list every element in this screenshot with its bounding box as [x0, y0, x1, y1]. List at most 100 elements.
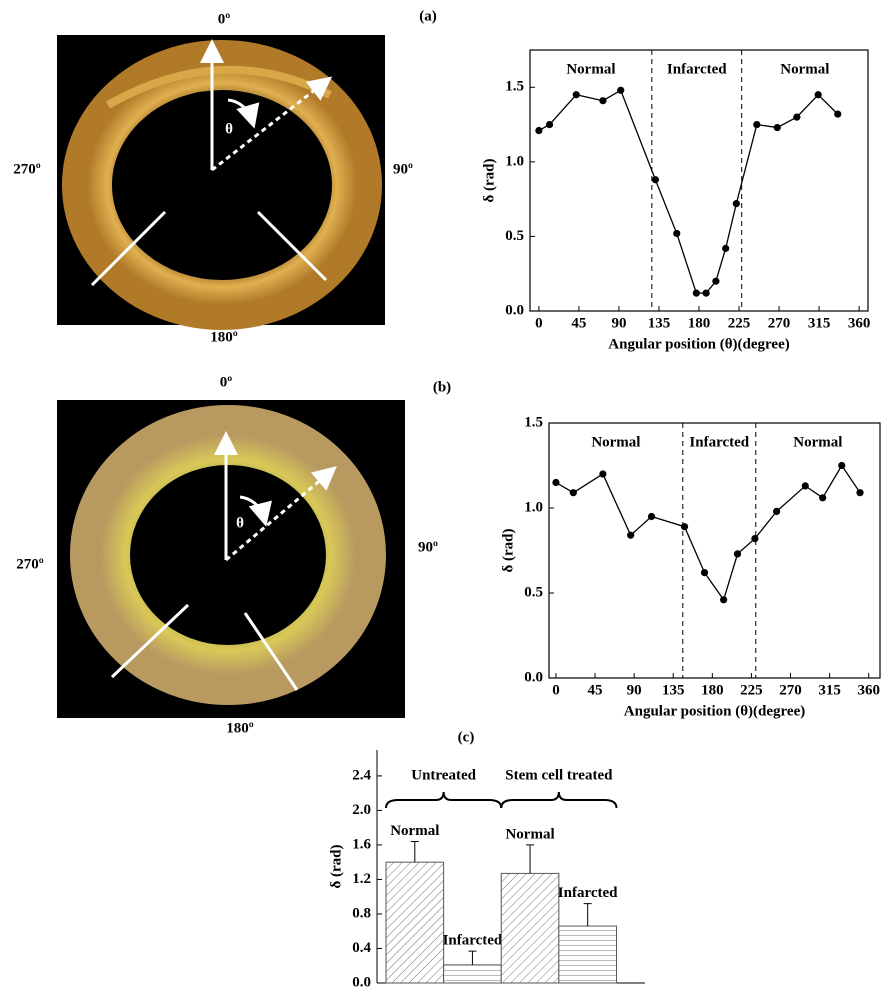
data-point — [773, 508, 780, 515]
photo-b — [57, 400, 405, 718]
y-tick-label: 0.0 — [524, 669, 543, 685]
angle-label: 180º — [226, 720, 254, 736]
data-point — [712, 278, 719, 285]
plot-frame — [549, 423, 880, 678]
x-tick-label: 135 — [662, 682, 685, 698]
photo-a — [57, 35, 385, 325]
x-tick-label: 225 — [740, 682, 763, 698]
x-tick-label: 270 — [768, 315, 791, 331]
x-tick-label: 180 — [701, 682, 724, 698]
y-axis-label: δ (rad) — [481, 158, 497, 202]
data-point — [819, 494, 826, 501]
data-point — [856, 489, 863, 496]
data-point — [673, 230, 680, 237]
y-tick-label: 0.0 — [505, 302, 524, 318]
data-point — [753, 121, 760, 128]
series-line — [556, 466, 860, 600]
y-tick-label: 1.2 — [352, 871, 371, 887]
data-point — [733, 200, 740, 207]
y-tick-label: 0.8 — [352, 905, 371, 921]
y-tick-label: 0.4 — [352, 940, 371, 956]
region-label: Infarcted — [667, 61, 727, 77]
y-tick-label: 1.5 — [505, 79, 524, 95]
bar-label: Infarcted — [443, 933, 503, 949]
panel-label: (c) — [458, 729, 475, 745]
data-point — [617, 87, 624, 94]
angle-label: 90º — [418, 539, 438, 555]
bar-label: Normal — [390, 823, 439, 839]
angle-label: 270º — [13, 161, 41, 177]
y-axis-label: δ (rad) — [328, 844, 344, 888]
x-tick-label: 45 — [571, 315, 586, 331]
region-label: Normal — [566, 61, 615, 77]
x-tick-label: 270 — [779, 682, 802, 698]
y-tick-label: 0.0 — [352, 974, 371, 988]
angle-label: 0º — [220, 374, 233, 390]
bar-label: Infarcted — [558, 885, 618, 901]
x-tick-label: 0 — [552, 682, 560, 698]
data-point — [552, 479, 559, 486]
y-axis-label: δ (rad) — [500, 528, 516, 572]
data-point — [774, 124, 781, 131]
data-point — [573, 91, 580, 98]
region-label: Normal — [591, 434, 640, 450]
angle-label: 270º — [16, 556, 44, 572]
data-point — [703, 290, 710, 297]
y-tick-label: 1.5 — [524, 414, 543, 430]
group-brace — [386, 792, 501, 808]
data-point — [720, 596, 727, 603]
data-point — [648, 513, 655, 520]
x-tick-label: 180 — [688, 315, 711, 331]
angle-label: 180º — [210, 329, 238, 345]
panel-label: (b) — [433, 379, 451, 395]
data-point — [627, 532, 634, 539]
group-label: Untreated — [411, 767, 476, 783]
bar — [444, 965, 502, 983]
region-label: Infarcted — [689, 434, 749, 450]
x-tick-label: 90 — [627, 682, 642, 698]
data-point — [802, 482, 809, 489]
angle-label: 0º — [218, 11, 231, 27]
series-line — [539, 90, 838, 293]
data-point — [599, 470, 606, 477]
y-tick-label: 1.0 — [505, 153, 524, 169]
data-point — [793, 114, 800, 121]
error-bar — [526, 845, 534, 873]
data-point — [815, 91, 822, 98]
data-point — [693, 290, 700, 297]
data-point — [722, 245, 729, 252]
data-point — [734, 550, 741, 557]
data-point — [701, 569, 708, 576]
data-point — [546, 121, 553, 128]
x-tick-label: 0 — [535, 315, 543, 331]
data-point — [834, 111, 841, 118]
angle-label: 90º — [393, 161, 413, 177]
group-label: Stem cell treated — [505, 767, 613, 783]
bar — [559, 926, 617, 983]
bar-label: Normal — [505, 826, 554, 842]
data-point — [751, 535, 758, 542]
data-point — [570, 489, 577, 496]
bar — [501, 873, 559, 983]
x-tick-label: 315 — [808, 315, 831, 331]
angle-symbol: θ — [225, 121, 233, 137]
error-bar — [584, 904, 592, 926]
x-tick-label: 225 — [728, 315, 751, 331]
region-label: Normal — [780, 61, 829, 77]
group-brace — [501, 792, 616, 808]
x-axis-label: Angular position (θ)(degree) — [608, 336, 789, 352]
error-bar — [468, 951, 476, 965]
x-tick-label: 315 — [818, 682, 841, 698]
y-tick-label: 2.0 — [352, 802, 371, 818]
error-bar — [411, 841, 419, 862]
x-tick-label: 360 — [857, 682, 880, 698]
y-tick-label: 0.5 — [505, 228, 524, 244]
figure: θ 0º 90º 180º 270º θ 0º 90º 180º 270º (a… — [0, 0, 888, 988]
data-point — [599, 97, 606, 104]
plot-frame — [530, 50, 868, 311]
region-label: Normal — [793, 434, 842, 450]
x-tick-label: 90 — [611, 315, 626, 331]
angle-symbol: θ — [236, 515, 244, 531]
data-point — [681, 523, 688, 530]
bar — [386, 862, 444, 983]
